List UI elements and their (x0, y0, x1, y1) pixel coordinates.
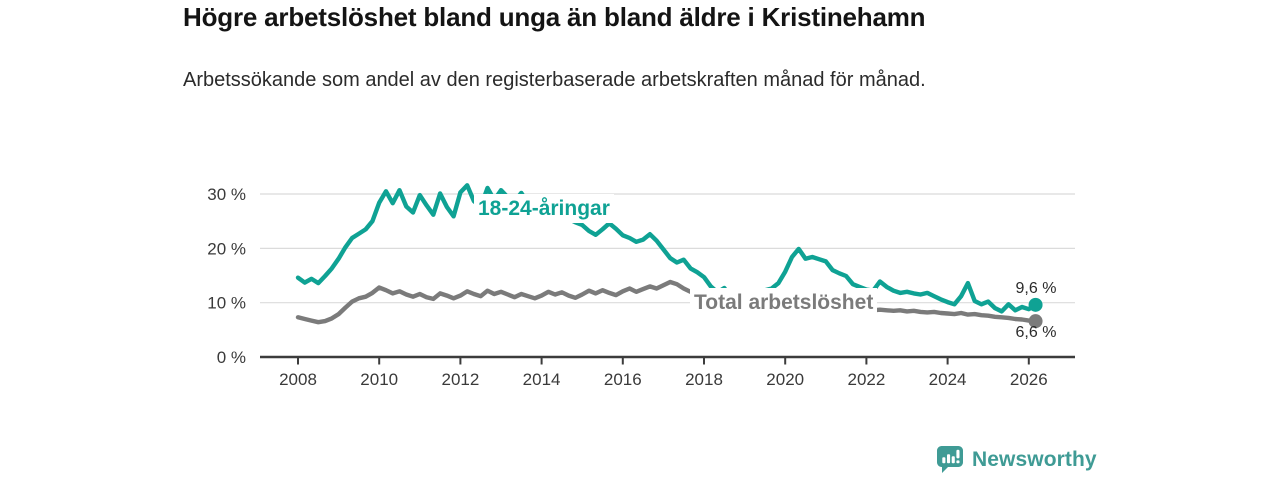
series-label-youth: 18-24-åringar (474, 194, 614, 224)
y-tick-label-0: 0 % (217, 348, 246, 367)
y-tick-label-30: 30 % (207, 185, 246, 204)
x-tick-label-2024: 2024 (929, 370, 967, 389)
y-tick-label-20: 20 % (207, 239, 246, 258)
newsworthy-logo[interactable]: Newsworthy (936, 445, 1097, 474)
chart-title: Högre arbetslöshet bland unga än bland ä… (183, 2, 926, 32)
x-tick-label-2020: 2020 (766, 370, 804, 389)
series-line-youth (295, 183, 1038, 314)
x-tick-label-2016: 2016 (604, 370, 642, 389)
x-tick-label-2022: 2022 (847, 370, 885, 389)
y-tick-label-10: 10 % (207, 294, 246, 313)
x-tick-label-2018: 2018 (685, 370, 723, 389)
end-value-label-total: 6,6 % (1015, 324, 1057, 341)
end-value-label-youth: 9,6 % (1015, 280, 1057, 297)
series-line-total (295, 279, 1038, 325)
chart-subtitle: Arbetssökande som andel av den registerb… (183, 69, 926, 91)
end-dot-youth (1028, 297, 1043, 312)
newsworthy-logo-text: Newsworthy (972, 447, 1097, 471)
series-label-total: Total arbetslöshet (690, 288, 878, 318)
x-tick-label-2014: 2014 (523, 370, 561, 389)
end-dot-total (1028, 314, 1043, 329)
x-tick-label-2008: 2008 (279, 370, 317, 389)
newsworthy-logo-icon (937, 446, 963, 473)
x-tick-label-2012: 2012 (441, 370, 479, 389)
x-tick-label-2026: 2026 (1010, 370, 1048, 389)
x-tick-label-2010: 2010 (360, 370, 398, 389)
